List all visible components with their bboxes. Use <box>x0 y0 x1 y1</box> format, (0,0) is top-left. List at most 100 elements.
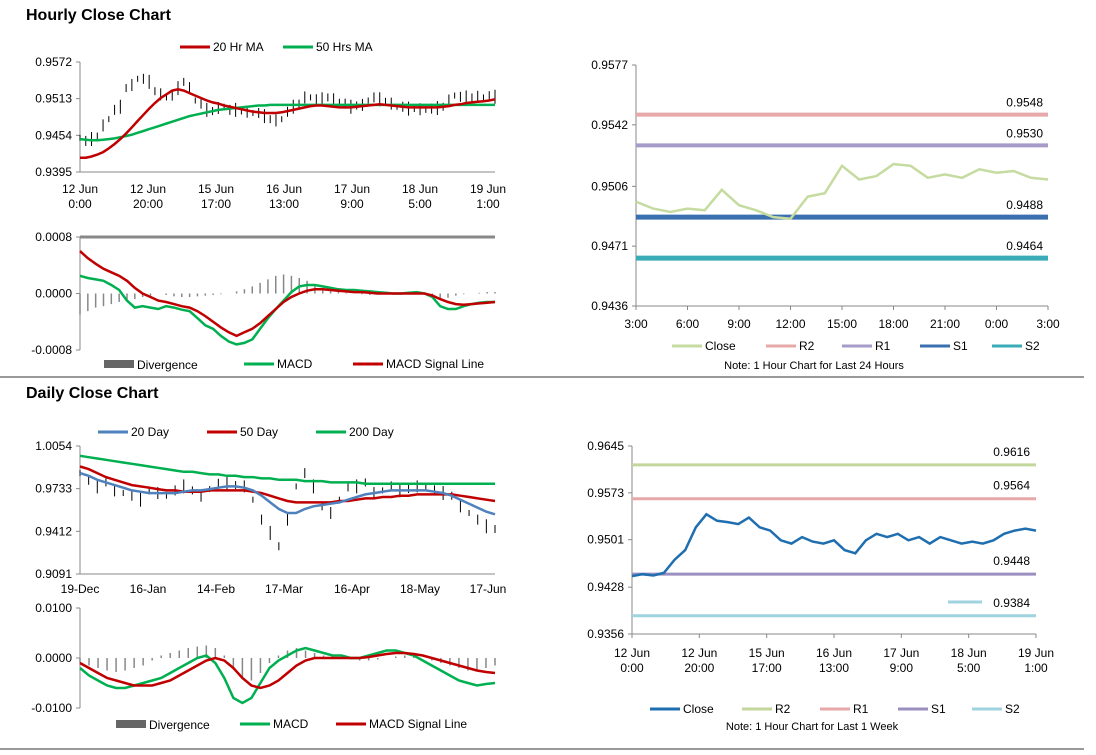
daily-pivot-y-tick-label: 0.9356 <box>587 627 624 641</box>
hourly-price-x-tick-label: 19 Jun 1:00 <box>470 182 506 211</box>
bottom-divider <box>0 748 1084 750</box>
hourly-pivot-x-tick-label: 3:00 <box>1036 317 1060 331</box>
daily-50-day-line <box>79 465 496 504</box>
legend-daily-pivot-s2-label: S2 <box>1005 702 1020 716</box>
daily-legend-signal-label: MACD Signal Line <box>369 717 467 731</box>
daily-pivot-x-tick-label: 18 Jun 5:00 <box>951 646 987 675</box>
daily-price-x-tick-label: 16-Apr <box>334 582 370 596</box>
daily-pivot-y-tick-label: 0.9501 <box>587 533 624 547</box>
legend-20hr-ma-label: 20 Hr MA <box>213 40 264 54</box>
hourly-r2-level-label: 0.9548 <box>1006 96 1043 110</box>
legend-daily-pivot-s1-label: S1 <box>931 702 946 716</box>
legend-50-day-label: 50 Day <box>240 425 278 439</box>
hourly-s2-level-label: 0.9464 <box>1006 239 1043 253</box>
hourly-pivot-x-tick-label: 6:00 <box>676 317 700 331</box>
legend-daily-pivot-close-label: Close <box>683 702 714 716</box>
legend-daily-pivot-r1-label: R1 <box>853 702 869 716</box>
hourly-pivot-y-tick-label: 0.9436 <box>591 299 628 313</box>
legend-200-day-label: 200 Day <box>349 425 394 439</box>
hourly-price-x-tick-label: 12 Jun 20:00 <box>130 182 166 211</box>
daily-r1-level-label: 0.9564 <box>993 479 1030 493</box>
daily-price-x-tick-label: 19-Dec <box>61 582 100 596</box>
daily-pivot-close-line <box>631 512 1037 578</box>
legend-20-day-label: 20 Day <box>131 425 169 439</box>
legend-50hrs-ma-label: 50 Hrs MA <box>316 40 373 54</box>
daily-price-y-tick-label: 1.0054 <box>35 439 72 453</box>
hourly-r1-level-label: 0.9530 <box>1006 126 1043 140</box>
hourly-macd-y-tick-label: 0.0000 <box>35 287 72 301</box>
daily-pivot-y-tick-label: 0.9573 <box>587 486 624 500</box>
legend-hourly-pivot-close-label: Close <box>705 339 736 353</box>
daily-legend-divergence-label: Divergence <box>149 718 210 732</box>
hourly-price-x-tick-label: 15 Jun 17:00 <box>198 182 234 211</box>
daily-pivot-x-tick-label: 15 Jun 17:00 <box>749 646 785 675</box>
daily-signal-line <box>79 651 496 690</box>
daily-macd-y-tick-label: 0.0000 <box>35 651 72 665</box>
daily-price-y-tick-label: 0.9733 <box>35 482 72 496</box>
daily-pivot-note: Note: 1 Hour Chart for Last 1 Week <box>726 721 899 733</box>
hourly-price-y-tick-label: 0.9513 <box>35 92 72 106</box>
daily-pivot-y-tick-label: 0.9645 <box>587 439 624 453</box>
daily-pivot-x-tick-label: 19 Jun 1:00 <box>1018 646 1054 675</box>
hourly-pivot-y-tick-label: 0.9506 <box>591 179 628 193</box>
daily-pivot-x-tick-label: 16 Jun 13:00 <box>816 646 852 675</box>
hourly-price-y-tick-label: 0.9395 <box>35 165 72 179</box>
daily-s2-level-label: 0.9384 <box>993 596 1030 610</box>
hourly-pivot-x-tick-label: 3:00 <box>624 317 648 331</box>
daily-legend-macd-label: MACD <box>273 717 309 731</box>
daily-200-day-line <box>79 454 495 485</box>
daily-20-day-line <box>79 471 496 516</box>
section-divider <box>0 376 1084 378</box>
hourly-pivot-x-tick-label: 18:00 <box>878 317 908 331</box>
hourly-price-x-tick-label: 18 Jun 5:00 <box>402 182 438 211</box>
hourly-macd-y-tick-label: 0.0008 <box>35 230 72 244</box>
legend-hourly-pivot-r1-label: R1 <box>875 339 891 353</box>
hourly-price-y-tick-label: 0.9454 <box>35 128 72 142</box>
legend-divergence-label: Divergence <box>137 358 198 372</box>
hourly-pivot-x-tick-label: 21:00 <box>930 317 960 331</box>
hourly-pivot-x-tick-label: 15:00 <box>827 317 857 331</box>
daily-s1-level-label: 0.9448 <box>993 554 1030 568</box>
daily-price-y-tick-label: 0.9412 <box>35 524 72 538</box>
legend-signal-label: MACD Signal Line <box>386 357 484 371</box>
hourly-pivot-close-line <box>635 162 1049 221</box>
daily-price-y-tick-label: 0.9091 <box>35 567 72 581</box>
daily-r2-level-label: 0.9616 <box>993 445 1030 459</box>
hourly-pivot-note: Note: 1 Hour Chart for Last 24 Hours <box>724 360 904 372</box>
hourly-pivot-x-tick-label: 9:00 <box>727 317 751 331</box>
hourly-macd-y-tick-label: -0.0008 <box>31 343 72 357</box>
daily-macd-y-tick-label: 0.0100 <box>35 601 72 615</box>
hourly-pivot-y-tick-label: 0.9542 <box>591 118 628 132</box>
hourly-20hr-ma-line <box>80 88 496 159</box>
legend-macd-label: MACD <box>277 357 313 371</box>
hourly-pivot-x-tick-label: 12:00 <box>775 317 805 331</box>
legend-divergence-swatch <box>104 360 134 368</box>
daily-pivot-x-tick-label: 12 Jun 20:00 <box>681 646 717 675</box>
daily-pivot-y-tick-label: 0.9428 <box>587 580 624 594</box>
hourly-signal-line <box>79 250 496 338</box>
hourly-s1-level-label: 0.9488 <box>1006 198 1043 212</box>
hourly-pivot-x-tick-label: 0:00 <box>985 317 1009 331</box>
daily-price-x-tick-label: 17-Jun <box>470 582 507 596</box>
hourly-price-x-tick-label: 17 Jun 9:00 <box>334 182 370 211</box>
daily-price-x-tick-label: 16-Jan <box>130 582 167 596</box>
legend-hourly-pivot-s2-label: S2 <box>1025 339 1040 353</box>
daily-section-title: Daily Close Chart <box>26 385 159 402</box>
daily-legend-divergence-swatch <box>116 720 146 728</box>
daily-pivot-x-tick-label: 17 Jun 9:00 <box>883 646 919 675</box>
legend-hourly-pivot-r2-label: R2 <box>799 339 815 353</box>
legend-hourly-pivot-s1-label: S1 <box>953 339 968 353</box>
hourly-section-title: Hourly Close Chart <box>26 7 171 24</box>
daily-price-x-tick-label: 14-Feb <box>197 582 235 596</box>
daily-price-x-tick-label: 18-May <box>400 582 440 596</box>
hourly-50hr-ma-line <box>79 103 495 142</box>
daily-macd-line <box>79 646 496 705</box>
hourly-price-x-tick-label: 12 Jun 0:00 <box>62 182 98 211</box>
hourly-price-x-tick-label: 16 Jun 13:00 <box>266 182 302 211</box>
hourly-price-y-tick-label: 0.9572 <box>35 55 72 69</box>
hourly-pivot-y-tick-label: 0.9577 <box>591 58 628 72</box>
legend-daily-pivot-r2-label: R2 <box>775 702 791 716</box>
daily-pivot-x-tick-label: 12 Jun 0:00 <box>614 646 650 675</box>
daily-macd-y-tick-label: -0.0100 <box>31 701 72 715</box>
hourly-pivot-y-tick-label: 0.9471 <box>591 239 628 253</box>
